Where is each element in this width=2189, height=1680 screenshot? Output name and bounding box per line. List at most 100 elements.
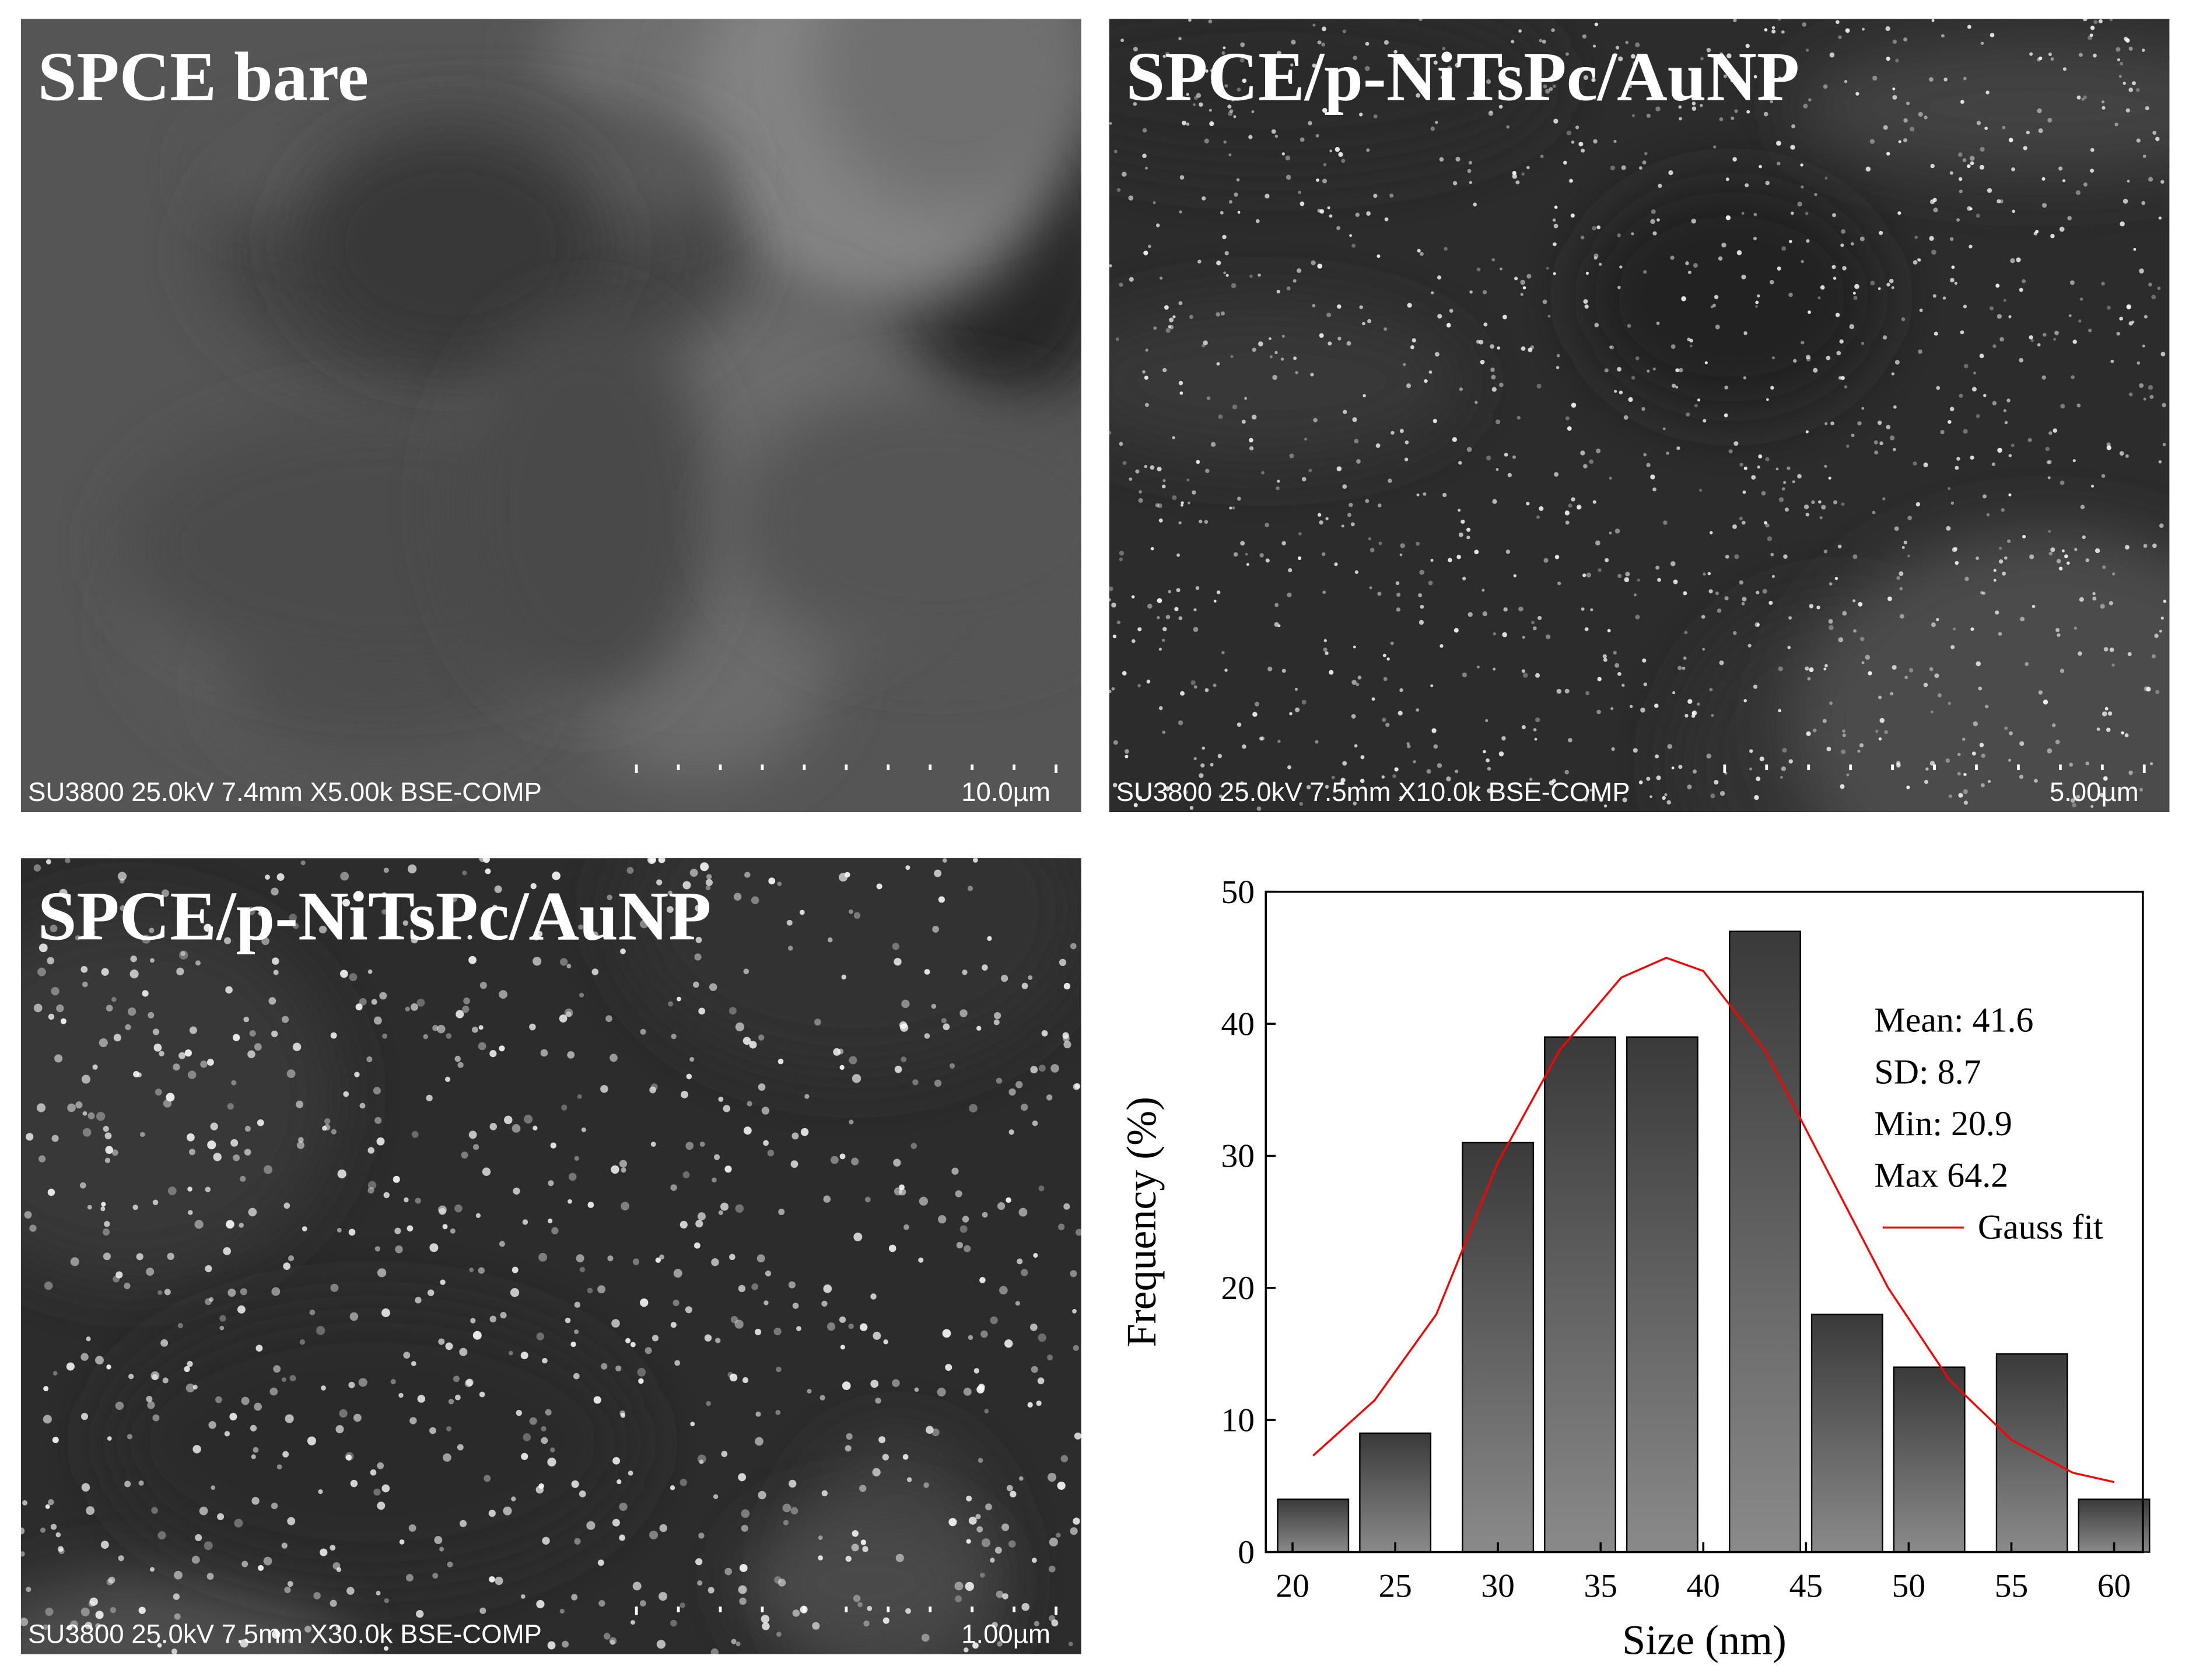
particle [1814,192,1817,197]
particle [336,1567,342,1573]
particle [1636,54,1641,59]
particle [115,1401,124,1410]
particle [1176,553,1180,557]
particle [2072,340,2077,344]
particle [1564,510,1570,516]
particle [1955,466,1959,470]
particle [300,860,306,866]
particle [1948,420,1952,424]
particle [1614,390,1617,393]
particle [1940,430,1945,435]
particle [1976,414,1980,418]
particle [1568,738,1572,743]
particle [943,1023,950,1031]
particle [1515,180,1520,185]
particle [601,1363,608,1370]
particle [1225,274,1229,277]
particle [404,1197,409,1203]
particle [1300,201,1305,206]
particle [1317,263,1323,269]
particle [162,1377,169,1384]
particle [1788,759,1793,764]
particle [1712,303,1716,307]
particle [2029,52,2033,56]
particle [205,1298,212,1306]
particle [1455,769,1459,774]
particle [1596,225,1601,230]
particle [548,1180,554,1186]
particle [1322,107,1328,113]
particle [180,951,185,956]
particle [1845,444,1850,448]
particle [1923,462,1928,467]
particle [996,1590,1004,1598]
particle [756,1254,765,1263]
particle [405,1574,414,1582]
particle [1590,608,1593,611]
particle [1711,713,1714,718]
particle [1857,750,1861,753]
particle [2144,686,2149,691]
particle [1687,784,1692,790]
particle [2004,556,2008,560]
particle [849,1119,854,1125]
particle [2124,545,2130,550]
particle [2103,776,2108,781]
particle [1617,367,1621,372]
particle [373,1016,382,1025]
particle [1157,467,1162,472]
particle [1183,789,1188,794]
particle [1111,687,1115,691]
particle [1892,87,1896,90]
particle [224,937,232,944]
particle [1356,459,1361,464]
particle [1155,503,1160,508]
particle [2102,711,2107,717]
particle [1986,513,1990,517]
particle [1878,737,1882,741]
particle [1540,155,1544,158]
particle [1732,524,1737,529]
particle [467,935,472,940]
particle [248,1208,257,1217]
particle [619,1502,628,1511]
particle [200,1060,208,1068]
particle [932,926,939,933]
particle [2121,731,2124,735]
particle [217,1513,225,1520]
particle [1879,718,1885,723]
particle [2102,106,2106,110]
particle [926,1426,934,1434]
particle [1342,761,1347,766]
particle [264,922,272,930]
particle [1356,682,1360,687]
particle [59,888,68,898]
particle [2078,319,2082,323]
particle [2127,180,2130,183]
particle [1781,246,1787,251]
particle [1299,802,1304,806]
particle [1384,327,1388,331]
particle [1984,127,1988,130]
particle [1859,743,1864,748]
particle [1404,457,1409,461]
particle [1218,794,1223,799]
particle [1354,439,1359,444]
particle [1366,211,1371,216]
particle [1378,541,1382,545]
particle [469,1268,474,1272]
particle [796,1326,801,1331]
particle [1190,680,1196,685]
texture [727,387,1081,658]
particle [1244,397,1247,400]
particle [1189,806,1194,810]
particle [1526,274,1532,279]
particle [1365,41,1370,46]
particle [1277,740,1281,743]
particle [1861,341,1865,345]
particle [574,1156,579,1161]
particle [2100,793,2104,797]
particle [1547,314,1551,318]
particle [1276,289,1280,294]
particle [1204,520,1209,524]
